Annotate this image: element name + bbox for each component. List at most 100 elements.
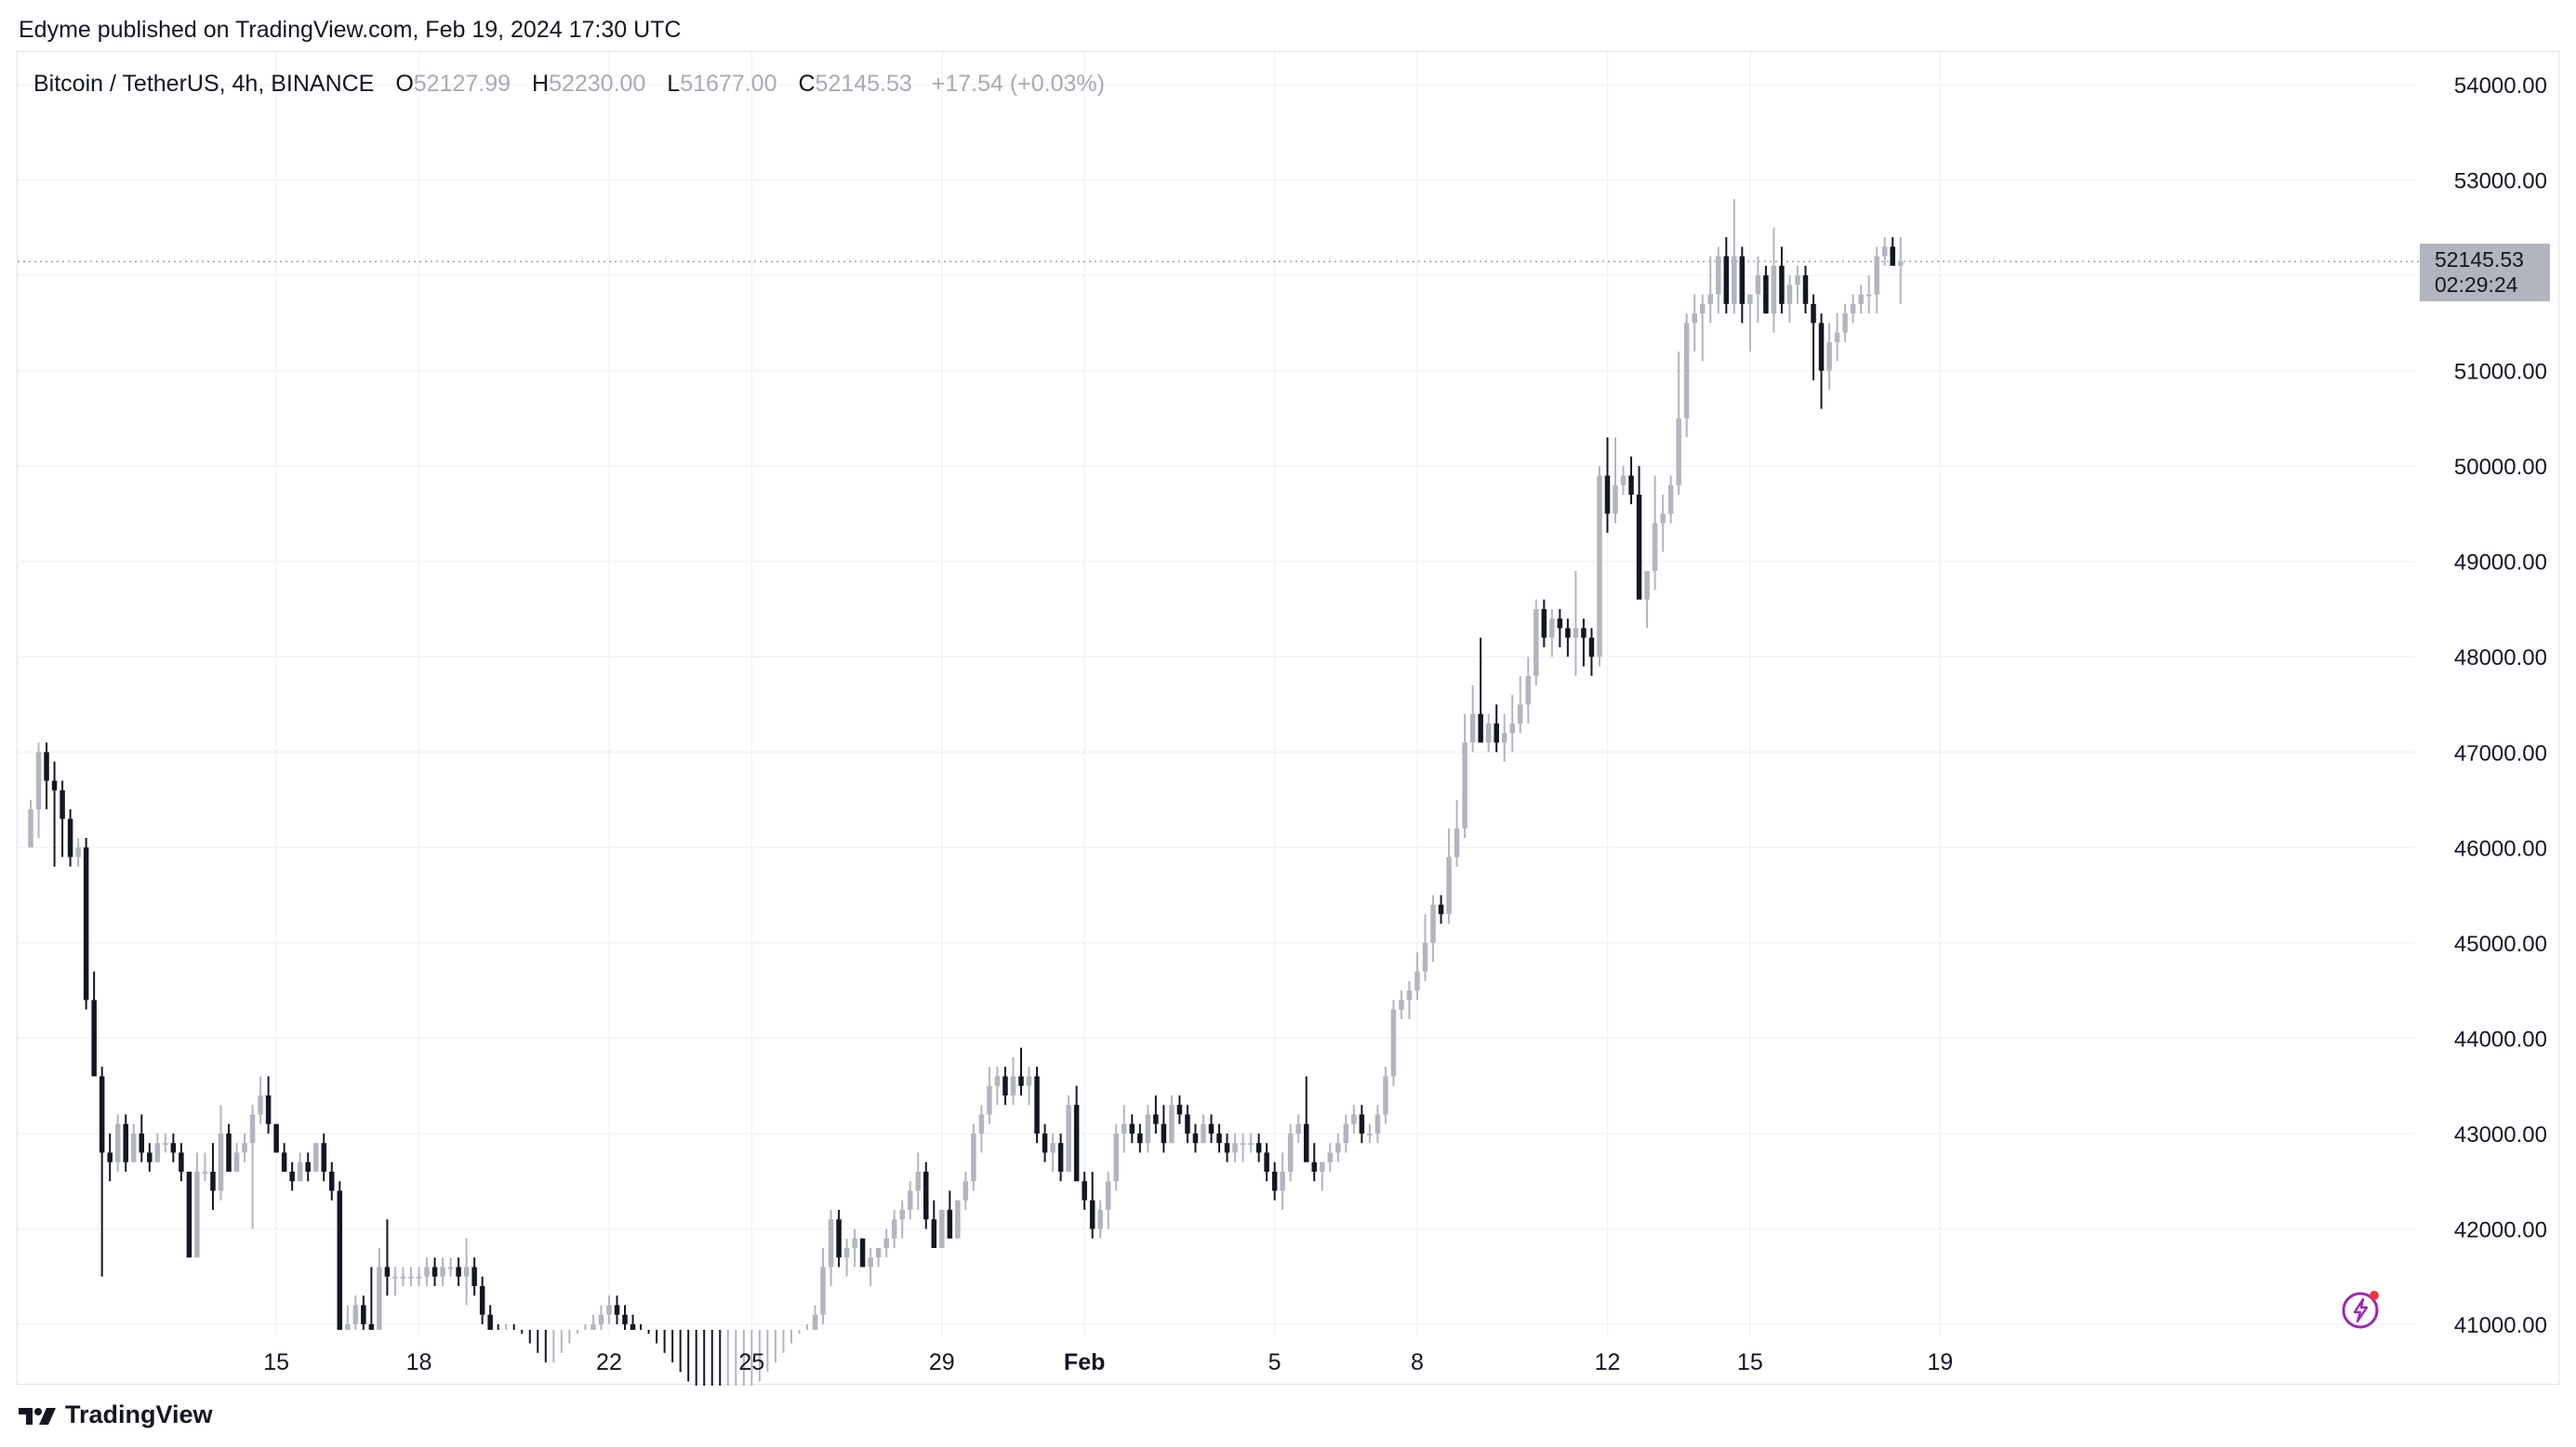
bar-countdown: 02:29:24 [2435,272,2518,297]
candle-body [67,818,73,857]
candle-body [1208,1123,1215,1134]
candle-body [1169,1105,1175,1144]
candle-body [1732,256,1737,304]
candle-body [591,1324,596,1330]
candle-body [35,751,42,810]
candle-body [606,1305,612,1315]
candle-body [883,1238,889,1248]
candle-body [852,1238,857,1248]
candle-body [186,1171,193,1258]
candle-body [170,1143,177,1153]
candle-body [163,1143,168,1146]
candle-body [1795,275,1800,285]
candle-body [828,1219,834,1268]
candle-body [1683,323,1690,418]
candle-body [139,1133,145,1153]
candle-body [1802,275,1809,304]
price-axis[interactable]: 54000.0053000.0052000.0051000.0050000.00… [2454,73,2547,1338]
candle-body [820,1267,826,1315]
candle-body [1573,628,1579,638]
candle-body [1707,294,1713,304]
candle-body [424,1267,430,1277]
candle-body [923,1171,929,1220]
close-value: 52145.53 [815,71,912,97]
candle-body [1478,713,1483,743]
chart-grid [18,52,2415,1335]
candle-body [947,1209,953,1239]
candle-body [1811,303,1816,324]
candle-body [1122,1123,1127,1134]
candle-body [233,1152,240,1172]
candle-body [226,1133,232,1172]
candle-body [75,847,81,857]
chart-panel[interactable]: 54000.0053000.0052000.0051000.0050000.00… [17,51,2560,1386]
candle-body [1185,1114,1190,1134]
candle-body [1335,1143,1341,1153]
candle-body [1232,1143,1238,1153]
candle-body [622,1314,628,1324]
candle-body [1406,990,1413,1001]
candle-body [297,1162,303,1182]
price-tick-label: 42000.00 [2454,1217,2547,1242]
candle-body [479,1285,485,1315]
candle-body [1430,904,1436,943]
time-tick-label: 25 [738,1349,764,1375]
candle-body [1089,1200,1095,1229]
candle-body [1383,1076,1388,1115]
candle-body [915,1171,921,1191]
price-tick-label: 54000.00 [2454,73,2547,99]
candle-body [994,1076,1001,1086]
candle-body [836,1219,842,1258]
candle-body [1763,275,1769,314]
price-tick-label: 53000.00 [2454,169,2547,194]
candle-body [1518,704,1523,724]
time-tick-label: 12 [1595,1349,1621,1375]
candle-body [1034,1076,1040,1134]
candle-body [384,1267,391,1277]
price-tick-label: 48000.00 [2454,645,2547,670]
candle-body [1295,1123,1301,1134]
high-value: 52230.00 [549,71,646,97]
candle-body [978,1114,985,1134]
time-tick-label: 15 [263,1349,289,1375]
candle-body [1018,1076,1024,1086]
time-axis[interactable]: 15 18 22 25 29 Feb 5 8 12 15 19 [263,1349,1953,1375]
candle-body [1644,570,1650,600]
candle-body [1327,1152,1334,1162]
lightning-bolt-icon[interactable] [2342,1288,2383,1329]
candle-body [60,790,65,819]
time-tick-label: 29 [929,1349,955,1375]
candle-body [1699,303,1706,314]
candle-body [1216,1133,1222,1144]
candle-body [1280,1171,1285,1191]
time-tick-label: 5 [1268,1349,1281,1375]
candle-body [1414,971,1420,991]
candle-body [875,1247,882,1258]
time-tick-label: 15 [1737,1349,1763,1375]
candle-body [963,1181,969,1201]
candle-body [91,1000,97,1077]
candle-body [432,1267,438,1277]
candle-body [377,1267,382,1330]
candle-body [1620,475,1627,485]
candle-body [447,1267,454,1269]
candle-body [1534,608,1539,676]
candle-body [907,1190,913,1210]
candle-body [1834,332,1840,342]
symbol-name[interactable]: Bitcoin / TetherUS, 4h, BINANCE [33,71,375,97]
candle-body [1176,1105,1183,1115]
candle-body [1003,1076,1008,1095]
candle-body [1145,1114,1151,1144]
candle-body [812,1314,818,1330]
candle-body [408,1276,414,1279]
candle-body [843,1247,850,1258]
candle-body [1494,724,1499,743]
candle-body [265,1095,272,1124]
tradingview-logo[interactable]: TradingView [19,1401,213,1429]
candle-body [1359,1114,1365,1134]
price-tick-label: 41000.00 [2454,1313,2547,1338]
price-tick-label: 43000.00 [2454,1122,2547,1148]
candlestick-chart[interactable]: 54000.0053000.0052000.0051000.0050000.00… [18,52,2560,1386]
candle-body [1588,637,1595,657]
candle-body [1073,1105,1080,1182]
